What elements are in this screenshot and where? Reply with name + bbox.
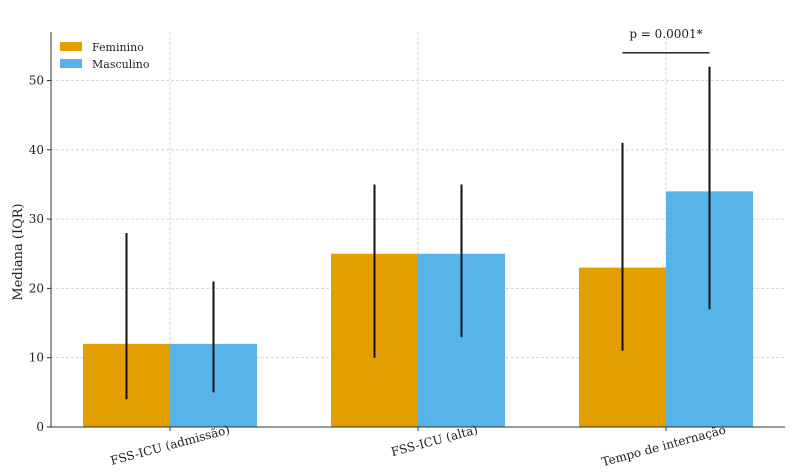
y-tick-label: 20 — [29, 281, 44, 295]
y-tick-label: 30 — [29, 212, 44, 226]
annotations: p = 0.0001* — [622, 27, 710, 54]
significance-label: p = 0.0001* — [629, 27, 702, 41]
bars — [83, 191, 753, 427]
y-tick-label: 10 — [29, 351, 44, 365]
y-tick-label: 40 — [29, 143, 44, 157]
legend-label: Feminino — [92, 41, 144, 54]
y-axis-title: Mediana (IQR) — [11, 203, 26, 300]
y-tick-label: 50 — [29, 74, 44, 88]
y-ticks: 0 10 20 30 40 50 — [29, 74, 51, 434]
legend-label: Masculino — [92, 58, 150, 71]
legend-swatch — [60, 42, 82, 51]
legend: Feminino Masculino — [60, 41, 150, 71]
x-tick-label: FSS-ICU (alta) — [390, 423, 480, 460]
x-tick-label: Tempo de internação — [600, 423, 727, 470]
x-ticks: FSS-ICU (admissão) FSS-ICU (alta) Tempo de… — [109, 423, 727, 470]
grid — [51, 32, 785, 427]
y-tick-label: 0 — [36, 420, 44, 434]
legend-swatch — [60, 59, 82, 68]
error-bars — [125, 66, 711, 400]
